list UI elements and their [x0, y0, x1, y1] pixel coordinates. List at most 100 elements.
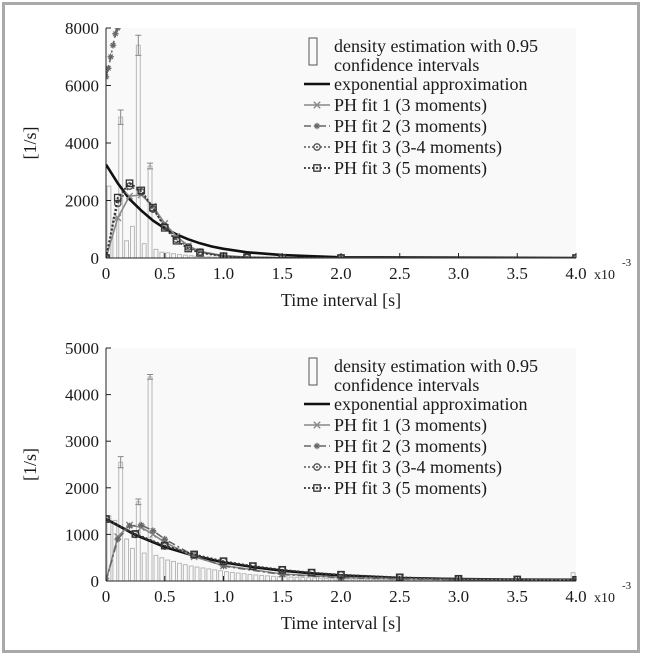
- x-tick-label: 0.5: [154, 264, 175, 283]
- x-tick-label: 2.0: [330, 587, 351, 606]
- y-tick-label: 0: [91, 249, 100, 268]
- plot-area: [106, 348, 576, 581]
- y-tick-label: 8000: [65, 19, 99, 38]
- error-bar: [135, 498, 142, 506]
- y-tick-label: 1000: [65, 525, 99, 544]
- legend-label: PH fit 1 (3 moments): [334, 95, 487, 116]
- legend-label: PH fit 1 (3 moments): [334, 415, 487, 436]
- series-point: [172, 236, 181, 245]
- legend-marker: [313, 484, 321, 492]
- series-point: [114, 535, 121, 543]
- x-tick-label: 0.5: [154, 587, 175, 606]
- x-tick-label: 3.0: [448, 587, 469, 606]
- legend-label: PH fit 3 (3-4 moments): [334, 137, 502, 158]
- series-point: [160, 223, 169, 232]
- x-tick-label: 4.0: [565, 587, 586, 606]
- series-point: [160, 541, 169, 550]
- legend-label: PH fit 3 (5 moments): [334, 478, 487, 499]
- error-bar: [147, 374, 154, 380]
- x-tick-label: 2.0: [330, 264, 351, 283]
- series-point: [196, 248, 204, 257]
- legend-label: PH fit 3 (3-4 moments): [334, 457, 502, 478]
- series-point: [220, 562, 227, 570]
- y-tick-label: 2000: [65, 479, 99, 498]
- x-multiplier-exponent: -3: [622, 257, 632, 269]
- series-point: [149, 203, 157, 212]
- y-tick-label: 0: [91, 572, 100, 591]
- legend-marker: [313, 101, 321, 109]
- legend-marker: [313, 122, 321, 130]
- plot-area: [106, 28, 576, 258]
- series-point: [125, 179, 134, 188]
- legend-label: PH fit 2 (3 moments): [334, 436, 487, 457]
- y-tick-label: 4000: [65, 386, 99, 405]
- series-point: [113, 193, 122, 202]
- x-multiplier-exponent: -3: [622, 580, 632, 592]
- series-point: [454, 574, 463, 581]
- series-point: [190, 550, 198, 559]
- x-axis-label: Time interval [s]: [281, 290, 401, 310]
- legend-label-histogram-cont: confidence intervals: [334, 375, 479, 395]
- series-point: [149, 527, 157, 534]
- series-point: [112, 30, 119, 37]
- series-point: [190, 552, 198, 560]
- x-tick-label: 1.0: [213, 264, 234, 283]
- y-tick-label: 5000: [65, 339, 99, 358]
- series-point: [307, 568, 316, 577]
- y-axis-label: [1/s]: [20, 448, 40, 481]
- error-bar: [135, 34, 142, 56]
- error-bar: [117, 456, 124, 469]
- series-point: [106, 65, 112, 72]
- legend-swatch-histogram: [308, 37, 318, 66]
- series-point: [184, 244, 193, 253]
- legend-label-histogram-cont: confidence intervals: [334, 55, 479, 75]
- legend-marker: [313, 421, 321, 429]
- legend-label: PH fit 2 (3 moments): [334, 116, 487, 137]
- x-tick-label: 0: [102, 587, 111, 606]
- x-axis-label: Time interval [s]: [281, 613, 401, 633]
- series-point: [114, 214, 122, 222]
- y-tick-label: 3000: [65, 432, 99, 451]
- series-point: [107, 53, 114, 60]
- x-tick-label: 3.0: [448, 264, 469, 283]
- legend-label: PH fit 3 (5 moments): [334, 158, 487, 179]
- series-point: [279, 571, 286, 578]
- x-tick-label: 1.5: [272, 587, 293, 606]
- y-tick-label: 6000: [65, 77, 99, 96]
- legend-label: exponential approximation: [334, 394, 527, 414]
- x-tick-label: 1.0: [213, 587, 234, 606]
- series-point: [137, 186, 146, 195]
- x-tick-label: 1.5: [272, 264, 293, 283]
- series-point: [114, 28, 121, 32]
- x-tick-label: 2.5: [389, 264, 410, 283]
- chart-panel-1: 0 2000 4000 6000 8000 0 0.5 1.0 1.5 2.0 2.5 3.0 3.5 4…: [20, 19, 632, 310]
- series-3: [106, 28, 121, 81]
- x-tick-label: 3.5: [507, 587, 528, 606]
- series-line: [106, 163, 576, 258]
- x-tick-label: 3.5: [507, 264, 528, 283]
- series-point: [243, 253, 251, 258]
- legend-marker: [313, 143, 321, 151]
- x-multiplier: x10: [594, 268, 615, 283]
- legend-marker: [313, 164, 321, 172]
- y-axis-label: [1/s]: [20, 127, 40, 160]
- series-point: [109, 42, 117, 49]
- y-tick-label: 2000: [65, 192, 99, 211]
- error-bar: [117, 109, 124, 125]
- x-tick-label: 0: [102, 264, 111, 283]
- legend-label-histogram: density estimation with 0.95: [334, 356, 538, 376]
- chart-panel-2: 0 1000 2000 3000 4000 5000 0 0.5 1.0 1.5 2.0 2.5 3.0…: [20, 339, 632, 633]
- series-point: [219, 557, 228, 566]
- legend-marker: [313, 442, 321, 450]
- series-point: [161, 535, 168, 543]
- error-bar: [147, 162, 154, 170]
- series-point: [131, 530, 140, 538]
- series-1: [106, 163, 576, 258]
- series-point: [138, 521, 145, 529]
- series-point: [278, 565, 287, 574]
- x-multiplier: x10: [594, 591, 615, 606]
- series-point: [249, 562, 257, 570]
